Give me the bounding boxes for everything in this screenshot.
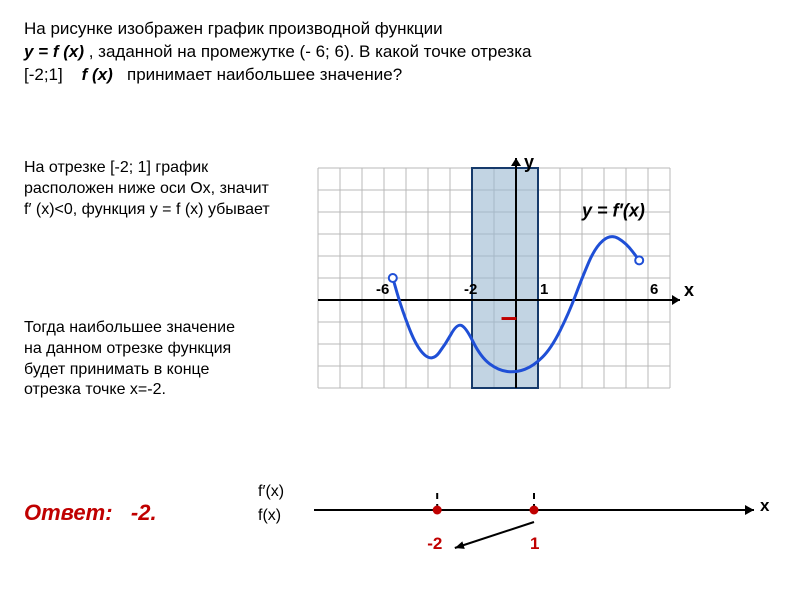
f-label: f(x)	[258, 504, 284, 528]
problem-line2: , заданной на промежутке (- 6; 6). В как…	[89, 42, 532, 61]
problem-line3a: [-2;1]	[24, 65, 77, 84]
secondary-function-labels: f′(x) f(x)	[258, 480, 284, 528]
hint-1: На отрезке [-2; 1] график расположен ниж…	[24, 158, 272, 220]
svg-text:6: 6	[650, 281, 658, 298]
answer-value: -2.	[131, 500, 157, 525]
problem-func2: f (x)	[82, 65, 113, 84]
svg-text:x: x	[684, 280, 694, 300]
answer-label: Ответ:	[24, 500, 113, 525]
secondary-x-label: x	[760, 496, 769, 516]
secondary-axis-svg	[310, 490, 780, 570]
main-chart: -6 -2 1 6 y x y = f′(x) –	[300, 150, 718, 411]
secondary-label-2: 1	[530, 534, 539, 554]
hint-2: Тогда наибольшее значение на данном отре…	[24, 318, 252, 401]
svg-text:1: 1	[540, 281, 548, 298]
problem-func: y = f (x)	[24, 42, 84, 61]
svg-text:y: y	[524, 152, 534, 172]
problem-line3c: принимает наибольшее значение?	[118, 65, 403, 84]
svg-text:-6: -6	[376, 281, 389, 298]
problem-statement: На рисунке изображен график производной …	[24, 18, 776, 87]
answer-block: Ответ: -2.	[24, 500, 157, 526]
problem-line1: На рисунке изображен график производной …	[24, 19, 443, 38]
svg-text:y = f′(x): y = f′(x)	[581, 200, 645, 220]
svg-text:–: –	[501, 300, 518, 333]
fprime-label: f′(x)	[258, 480, 284, 504]
svg-text:-2: -2	[464, 281, 477, 298]
secondary-axis: -2 1 x	[310, 490, 780, 575]
main-chart-svg: -6 -2 1 6 y x y = f′(x) –	[300, 150, 718, 406]
secondary-label-1: -2	[427, 534, 442, 554]
